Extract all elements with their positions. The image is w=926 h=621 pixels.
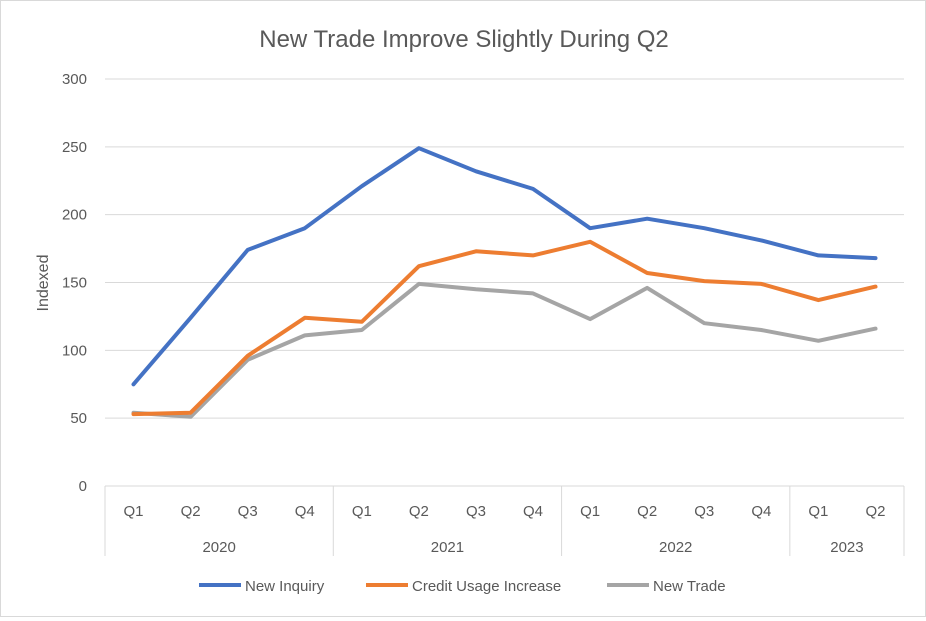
y-tick-label: 150 (62, 275, 87, 292)
series-lines (131, 146, 878, 419)
x-tick-label: Q4 (751, 503, 771, 520)
x-tick-label: Q2 (865, 503, 885, 520)
series-line (131, 281, 878, 419)
y-tick-label: 100 (62, 342, 87, 359)
y-tick-label: 300 (62, 71, 87, 88)
y-axis-ticks: 0 50 100 150 200 250 300 (62, 71, 87, 495)
legend: New Inquiry Credit Usage Increase New Trad… (199, 578, 726, 595)
x-tick-label: Q3 (694, 503, 714, 520)
x-tick-label: Q1 (808, 503, 828, 520)
x-tick-label: Q1 (580, 503, 600, 520)
x-tick-label: Q2 (181, 503, 201, 520)
y-tick-label: 0 (79, 478, 87, 495)
x-tick-label: Q1 (352, 503, 372, 520)
series-line (131, 239, 878, 417)
x-tick-label: Q3 (466, 503, 486, 520)
y-tick-label: 50 (70, 410, 87, 427)
gridlines (105, 78, 904, 419)
x-tick-label: Q1 (124, 503, 144, 520)
x-tick-label: Q4 (295, 503, 315, 520)
legend-label: New Inquiry (245, 578, 325, 595)
x-tick-label: Q4 (523, 503, 543, 520)
x-axis: Q1 Q2 Q3 Q4 Q1 Q2 Q3 Q4 Q1 Q2 Q3 Q4 Q1 Q2 2020 2021 2022… (104, 485, 905, 556)
x-group-label: 2020 (202, 539, 235, 556)
x-tick-label: Q2 (409, 503, 429, 520)
x-group-label: 2021 (431, 539, 464, 556)
series-line (131, 146, 878, 387)
y-tick-label: 250 (62, 139, 87, 156)
y-axis-label: Indexed (35, 255, 52, 312)
legend-label: Credit Usage Increase (412, 578, 561, 595)
x-tick-label: Q2 (637, 503, 657, 520)
y-tick-label: 200 (62, 207, 87, 224)
x-group-label: 2023 (830, 539, 863, 556)
x-group-label: 2022 (659, 539, 692, 556)
x-tick-label: Q3 (238, 503, 258, 520)
legend-label: New Trade (653, 578, 726, 595)
chart-title: New Trade Improve Slightly During Q2 (259, 26, 669, 53)
